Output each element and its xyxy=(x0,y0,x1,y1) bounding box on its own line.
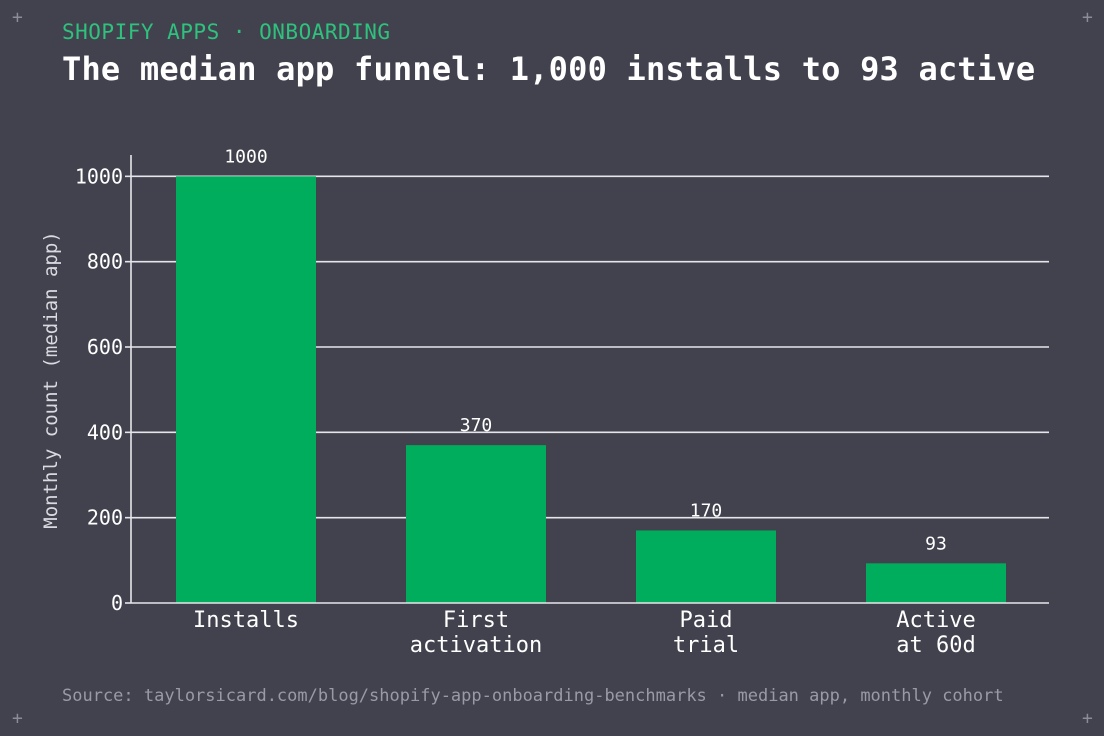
corner-plus-icon: + xyxy=(1082,7,1093,28)
x-category-label: Paid trial xyxy=(673,608,739,658)
chart-title: The median app funnel: 1,000 installs to… xyxy=(62,50,1036,88)
bar xyxy=(636,530,776,603)
corner-plus-icon: + xyxy=(12,708,23,729)
chart-kicker: SHOPIFY APPS · ONBOARDING xyxy=(62,20,391,44)
bar xyxy=(406,445,546,603)
corner-plus-icon: + xyxy=(1082,708,1093,729)
y-tick-label: 200 xyxy=(87,506,123,530)
y-tick-label: 800 xyxy=(87,250,123,274)
bar-value-label: 370 xyxy=(460,415,493,436)
x-category-label: Installs xyxy=(193,608,299,633)
bar-value-label: 170 xyxy=(690,500,723,521)
x-category-label: First activation xyxy=(410,608,542,658)
y-tick-label: 0 xyxy=(111,591,123,615)
bars xyxy=(176,176,1006,604)
corner-plus-icon: + xyxy=(12,7,23,28)
bar-value-label: 1000 xyxy=(224,146,267,167)
bar-value-label: 93 xyxy=(925,533,947,554)
axes xyxy=(130,155,1049,604)
x-category-label: Active at 60d xyxy=(896,608,975,658)
bar xyxy=(176,176,316,604)
y-tick-labels: 0 200 400 600 800 1000 xyxy=(75,164,123,615)
y-tick-label: 1000 xyxy=(75,164,123,188)
bar xyxy=(866,563,1006,603)
y-tick-label: 400 xyxy=(87,420,123,444)
y-tick-label: 600 xyxy=(87,335,123,359)
x-category-labels: Installs First activation Paid trial Active at… xyxy=(193,608,976,658)
bar-value-labels: 1000 370 170 93 xyxy=(224,146,947,554)
y-axis-title: Monthly count (median app) xyxy=(40,231,62,528)
source-note: Source: taylorsicard.com/blog/shopify-ap… xyxy=(62,686,1004,706)
